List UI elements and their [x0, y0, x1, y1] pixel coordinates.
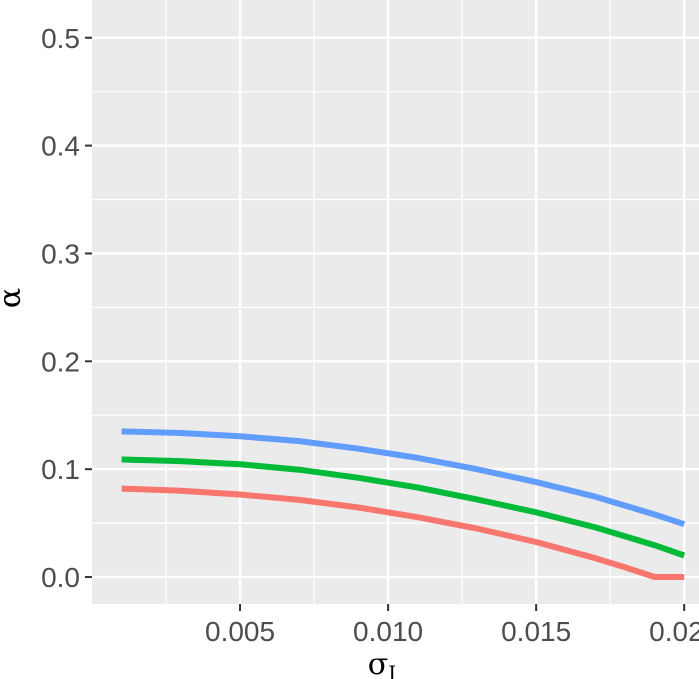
series-line-2	[121, 456, 686, 559]
grid-minor	[92, 0, 699, 604]
x-tick-label: 0.015	[501, 616, 571, 647]
y-axis-label: α	[0, 288, 28, 308]
y-axis-ticks: 0.0 0.1 0.2 0.3 0.4 0.5	[41, 23, 92, 593]
y-tick-label: 0.2	[41, 346, 80, 377]
x-tick-label: 0.020	[649, 616, 699, 647]
grid-major	[92, 0, 699, 604]
series-line-3	[121, 485, 685, 580]
x-tick-label: 0.010	[353, 616, 423, 647]
y-tick-label: 0.1	[41, 454, 80, 485]
series-line-1	[121, 428, 686, 528]
svg-text:σI: σI	[368, 647, 396, 679]
y-tick-label: 0.5	[41, 23, 80, 54]
series-lines	[121, 428, 686, 580]
x-axis-ticks: 0.005 0.010 0.015 0.020	[205, 604, 699, 647]
y-tick-label: 0.0	[41, 562, 80, 593]
y-tick-label: 0.4	[41, 131, 80, 162]
x-tick-label: 0.005	[205, 616, 275, 647]
x-axis-label: σ	[368, 647, 388, 679]
y-tick-label: 0.3	[41, 238, 80, 269]
x-axis-label-subscript: I	[388, 661, 396, 679]
x-axis-title: σI	[368, 647, 396, 679]
plot-panel	[92, 0, 699, 604]
